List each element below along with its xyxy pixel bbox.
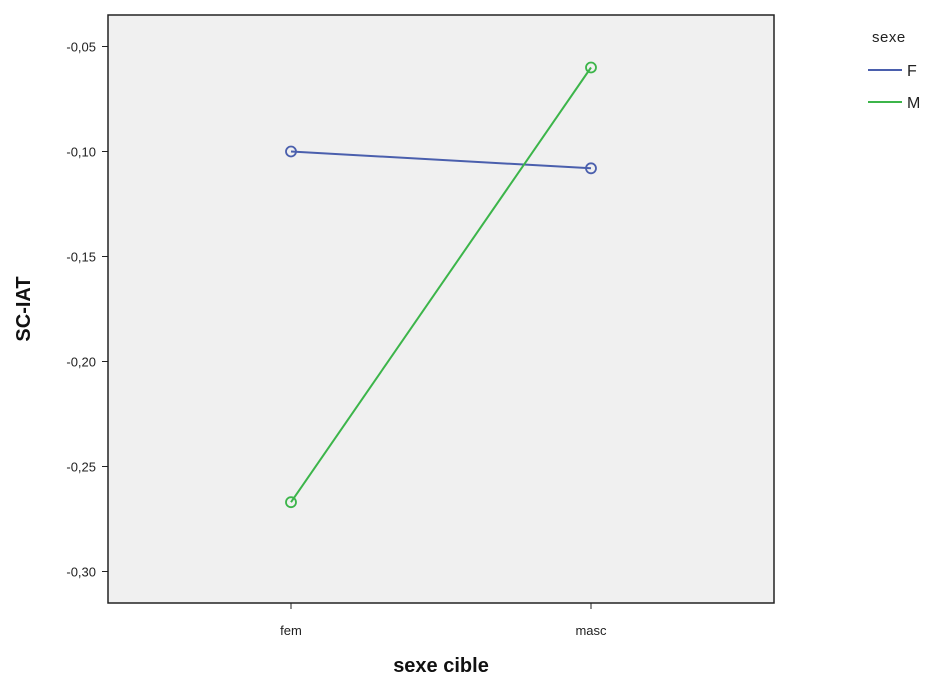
legend: sexe FM (868, 29, 920, 112)
legend-label-M: M (907, 95, 920, 112)
y-tick-label: -0,15 (66, 250, 96, 265)
legend-title: sexe (872, 29, 906, 46)
plot-area (107, 14, 775, 604)
y-tick-label: -0,25 (66, 460, 96, 475)
y-axis-title: SC-IAT (13, 276, 35, 341)
data-point-M-fem (285, 496, 297, 509)
data-point-F-fem (285, 145, 297, 158)
series-layer (285, 61, 597, 509)
series-line-M (290, 66, 592, 503)
data-point-M-masc (585, 61, 597, 74)
x-tick-label: fem (280, 623, 302, 638)
y-tick-label: -0,05 (66, 40, 96, 55)
y-tick-label: -0,20 (66, 355, 96, 370)
legend-label-F: F (907, 63, 917, 80)
x-tick-label: masc (575, 623, 607, 638)
y-tick-label: -0,10 (66, 145, 96, 160)
y-axis: -0,05 -0,10 -0,15 -0,20 -0,25 -0,30 (66, 40, 108, 580)
x-axis-title: sexe cible (393, 655, 489, 677)
legend-items: FM (868, 63, 920, 112)
data-point-F-masc (585, 162, 597, 175)
series-line-F (290, 150, 592, 170)
x-axis: fem masc (280, 603, 607, 638)
y-tick-label: -0,30 (66, 565, 96, 580)
